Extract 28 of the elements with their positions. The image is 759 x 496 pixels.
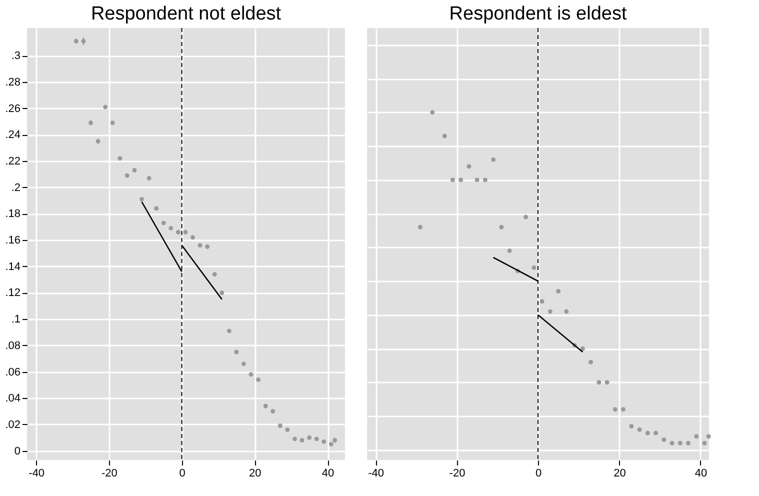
y-tick-label: .26 [5,102,20,115]
y-tick-label: .08 [5,340,20,352]
y-tick-label: .28 [5,76,20,88]
y-tick-label: 0 [14,445,20,458]
y-tick-label: .12 [5,287,20,300]
chart-title: Respondent not eldest [90,4,282,24]
x-tick-label: 0 [179,468,186,480]
x-tick-label: -40 [368,468,384,480]
y-tick-label: .24 [5,129,20,142]
x-tick-label: 40 [694,468,708,480]
y-tick-label: .3 [11,50,20,62]
y-tick-label: .2 [11,182,20,194]
y-tick-label: .22 [5,156,20,168]
y-tick-label: .06 [5,366,20,378]
chart-title: Respondent is eldest [449,4,628,24]
x-tick-label: -20 [102,468,118,480]
y-tick-label: .14 [5,260,20,273]
x-tick-label: -40 [28,468,45,480]
x-tick-label: 20 [614,468,626,480]
y-tick-label: .04 [5,392,20,405]
x-tick-label: 40 [322,468,334,480]
y-tick-label: .1 [11,314,20,326]
x-tick-label: 20 [249,468,262,480]
x-tick-label: 0 [535,468,542,480]
y-tick-label: .18 [5,208,20,220]
x-tick-label: -20 [449,468,466,480]
y-tick-label: .02 [5,418,20,431]
y-tick-label: .16 [5,234,20,247]
